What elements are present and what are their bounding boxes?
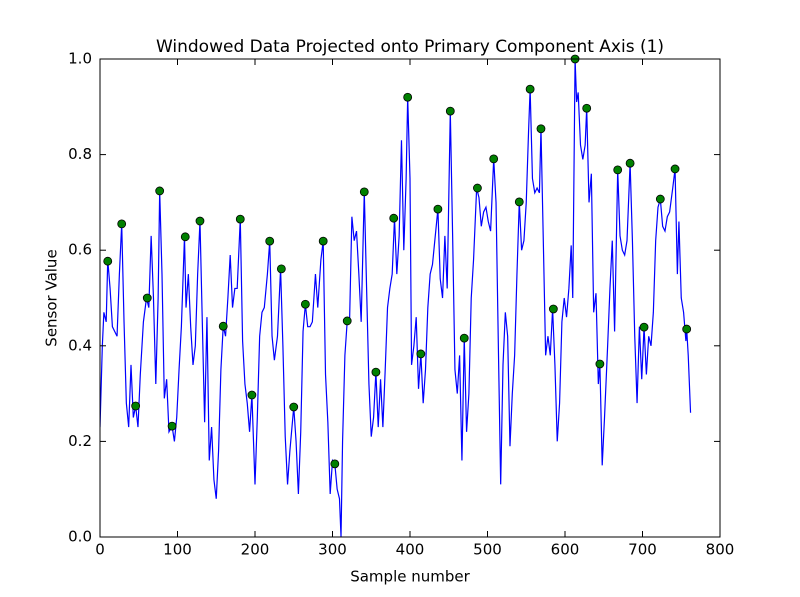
- point-marker: [525, 84, 535, 94]
- x-tick-label: 0: [95, 541, 105, 559]
- point-marker: [682, 324, 692, 334]
- chart-title: Windowed Data Projected onto Primary Com…: [156, 37, 664, 57]
- point-marker: [142, 293, 152, 303]
- point-marker: [625, 158, 635, 168]
- y-tick-label: 0.4: [68, 336, 92, 354]
- point-marker: [433, 204, 443, 214]
- point-marker: [195, 216, 205, 226]
- point-marker: [514, 197, 524, 207]
- point-marker: [167, 421, 177, 431]
- point-marker: [359, 187, 369, 197]
- x-tick-label: 600: [551, 541, 580, 559]
- point-marker: [265, 236, 275, 246]
- point-marker: [218, 321, 228, 331]
- point-marker: [536, 124, 546, 134]
- y-tick-label: 0.6: [68, 241, 92, 259]
- point-marker: [445, 106, 455, 116]
- x-axis-label: Sample number: [350, 568, 470, 586]
- point-marker: [655, 194, 665, 204]
- point-marker: [403, 92, 413, 102]
- x-tick-label: 200: [241, 541, 270, 559]
- point-marker: [595, 359, 605, 369]
- y-axis-label: Sensor Value: [43, 249, 61, 346]
- point-marker: [300, 299, 310, 309]
- y-tick-label: 1.0: [68, 50, 92, 68]
- point-marker: [459, 333, 469, 343]
- point-marker: [117, 219, 127, 229]
- point-marker: [318, 236, 328, 246]
- point-marker: [371, 367, 381, 377]
- point-marker: [131, 401, 141, 411]
- point-marker: [103, 256, 113, 266]
- point-marker: [548, 304, 558, 314]
- point-marker: [247, 390, 257, 400]
- point-marker: [670, 164, 680, 174]
- x-tick-label: 400: [396, 541, 425, 559]
- x-tick-label: 100: [163, 541, 192, 559]
- x-tick-label: 500: [473, 541, 502, 559]
- x-tick-label: 800: [706, 541, 735, 559]
- x-tick-label: 700: [628, 541, 657, 559]
- point-marker: [416, 349, 426, 359]
- point-marker: [235, 214, 245, 224]
- point-marker: [155, 186, 165, 196]
- point-marker: [639, 322, 649, 332]
- point-marker: [289, 402, 299, 412]
- y-tick-label: 0.8: [68, 145, 92, 163]
- point-marker: [180, 232, 190, 242]
- y-tick-label: 0.2: [68, 432, 92, 450]
- point-marker: [389, 213, 399, 223]
- point-marker: [276, 264, 286, 274]
- x-tick-label: 300: [318, 541, 347, 559]
- point-marker: [473, 183, 482, 193]
- point-marker: [613, 165, 623, 175]
- point-marker: [330, 459, 340, 469]
- data-line: [100, 59, 692, 537]
- point-marker: [342, 316, 352, 326]
- point-marker: [489, 154, 499, 164]
- y-tick-label: 0.0: [68, 528, 92, 546]
- point-marker: [582, 103, 592, 113]
